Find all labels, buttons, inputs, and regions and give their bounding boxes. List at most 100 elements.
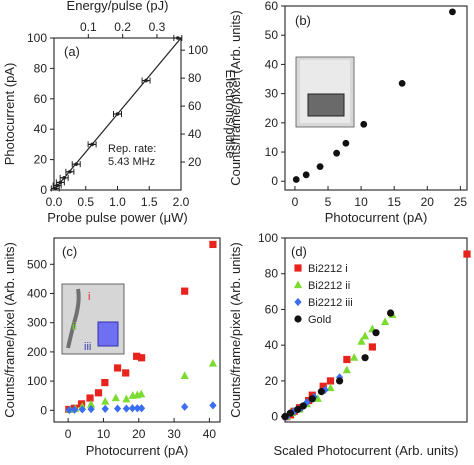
panel-c-point-iii <box>137 404 146 413</box>
panel-c-y-tick-label: 100 <box>27 374 47 388</box>
panel-b-point <box>333 149 341 157</box>
panel-a-x2-tick-label: 0.2 <box>114 20 131 34</box>
panel-c-point-iii <box>128 404 137 413</box>
panel-b-x-label: Photocurrent (pA) <box>325 210 428 225</box>
panel-b-point <box>398 79 406 87</box>
panel-a-point <box>74 162 79 166</box>
panel-b-x-tick-label: 5 <box>325 195 332 209</box>
panel-a-y-tick-label: 40 <box>34 122 48 136</box>
panel-a-x-label: Probe pulse power (μW) <box>47 210 187 225</box>
panel-c-point-iii <box>70 405 79 414</box>
panel-b-y-label: Counts/frame/pixel (Arb. units) <box>228 10 243 186</box>
panel-c-point-ii <box>122 394 131 403</box>
panel-c-point-iii <box>78 405 86 414</box>
panel-c-x-label: Photocurrent (pA) <box>86 443 189 458</box>
panel-b-point <box>316 163 324 171</box>
panel-d-point-Bi2212-ii <box>350 353 359 361</box>
panel-b-y-tick-label: 30 <box>265 87 279 101</box>
panel-d-point-Bi2212-i <box>368 343 376 351</box>
panel-a-point <box>58 180 63 185</box>
panel-a-y-tick-label: 0 <box>40 183 47 197</box>
panel-c-point-i <box>209 240 217 249</box>
panel-d-point-Gold <box>308 395 316 403</box>
panel-c-point-iii <box>65 405 73 415</box>
panel-b-inset-sample <box>307 93 345 117</box>
panel-a-x2-tick-label: 0.3 <box>149 20 166 34</box>
panel-a-y2-tick-label: 100 <box>188 43 208 57</box>
panel-a-y-tick-label: 100 <box>27 31 47 45</box>
panel-c-inset-label-i: i <box>88 291 90 303</box>
panel-d-legend-label: Gold <box>308 314 331 326</box>
panel-c-y-tick-label: 500 <box>27 257 47 271</box>
panel-d-point-Gold <box>299 402 307 410</box>
panel-d-frame <box>284 237 468 423</box>
panel-c-point-ii <box>208 358 218 367</box>
panel-d-point-Gold <box>286 409 295 417</box>
panel-c-point-i <box>181 287 189 295</box>
panel-c-point-i <box>133 352 141 360</box>
panel-a-y2-tick-label: 40 <box>188 127 202 141</box>
panel-d-y-tick-label: 0 <box>271 410 278 424</box>
panel-c-point-ii <box>101 396 110 405</box>
panel-c-point-iii <box>101 404 109 413</box>
panel-c-point-iii <box>113 404 122 413</box>
panel-d-point-Bi2212-iii <box>290 407 298 416</box>
panel-c-y-tick-label: 400 <box>27 286 47 300</box>
panel-d-legend-label: Bi2212 i <box>308 263 348 275</box>
panel-c-point-i <box>122 369 130 377</box>
panel-d-point-Bi2212-ii <box>326 383 335 392</box>
panel-c-inset-region-iii <box>97 321 119 347</box>
panel-d-point-Bi2212-ii <box>313 394 322 402</box>
panel-b-x-tick-label: 25 <box>454 195 468 209</box>
panel-b-y-tick-label: 40 <box>265 57 279 71</box>
panel-a-y2-tick-label: 80 <box>188 71 202 85</box>
panel-c-y-tick-label: 0 <box>40 403 47 417</box>
panel-a-x-tick-label: 1.5 <box>141 195 158 209</box>
panel-a-point <box>53 186 58 191</box>
panel-a-x-tick-label: 0.5 <box>77 195 94 209</box>
panel-c-point-iii <box>87 405 95 414</box>
panel-c-point-i <box>86 394 94 402</box>
panel-c-inset-label-iii: iii <box>84 341 91 353</box>
panel-d-point-Bi2212-ii <box>342 365 351 374</box>
panel-d-y-label: Counts/frame/pixel (Arb. units) <box>228 242 243 418</box>
panel-d-y-tick-label: 100 <box>258 231 278 245</box>
panel-a-x-tick-label: 2.0 <box>173 195 190 209</box>
panel-d-point-Gold <box>336 377 344 385</box>
panel-a-x2-tick-label: 0.1 <box>80 20 97 34</box>
panel-b-point <box>449 8 456 16</box>
panel-b-point <box>360 120 368 128</box>
panel-d-legend-label: Bi2212 iii <box>308 297 353 309</box>
panel-d-point-Gold <box>361 354 369 362</box>
panel-a-x-tick-label: 1.0 <box>109 195 126 209</box>
panel-d-point-Bi2212-i <box>463 250 471 258</box>
panel-d-legend-marker <box>293 280 303 289</box>
panel-d-point-Bi2212-i <box>326 377 335 385</box>
panel-c-point-i <box>101 378 109 387</box>
panel-a-point <box>176 36 180 40</box>
panel-a-point <box>144 78 148 83</box>
panel-d-legend-marker <box>294 264 302 272</box>
panel-c-inset-label-ii: ii <box>72 321 77 333</box>
panel-d-legend-label: Bi2212 ii <box>308 280 350 292</box>
panel-c-x-tick-label: 10 <box>97 427 111 441</box>
panel-a-label: (a) <box>64 44 80 59</box>
panel-c-y-label: Counts/frame/pixel (Arb. units) <box>2 242 17 418</box>
panel-a-y2-label: Electrons/pulse <box>223 70 238 159</box>
panel-a-annotation-line1: Rep. rate: <box>108 143 156 155</box>
panel-d-point-Bi2212-iii <box>321 385 329 394</box>
panel-d-point-Gold <box>386 309 395 317</box>
panel-b-y-tick-label: 60 <box>265 0 279 13</box>
panel-c-point-ii <box>180 371 189 379</box>
panel-d-point-Gold <box>294 405 302 414</box>
panel-c-x-tick-label: 20 <box>132 427 146 441</box>
panel-a-y2-tick-label: 60 <box>188 99 202 113</box>
panel-d-y-tick-label: 60 <box>265 302 279 316</box>
panel-d-y-tick-label: 40 <box>265 338 279 352</box>
panel-c-label: (c) <box>62 244 77 259</box>
panel-d-label: (d) <box>291 244 307 259</box>
panel-c-point-ii <box>111 393 120 402</box>
panel-d-point-Bi2212-ii <box>360 331 370 340</box>
panel-c-point-iii <box>209 401 217 410</box>
